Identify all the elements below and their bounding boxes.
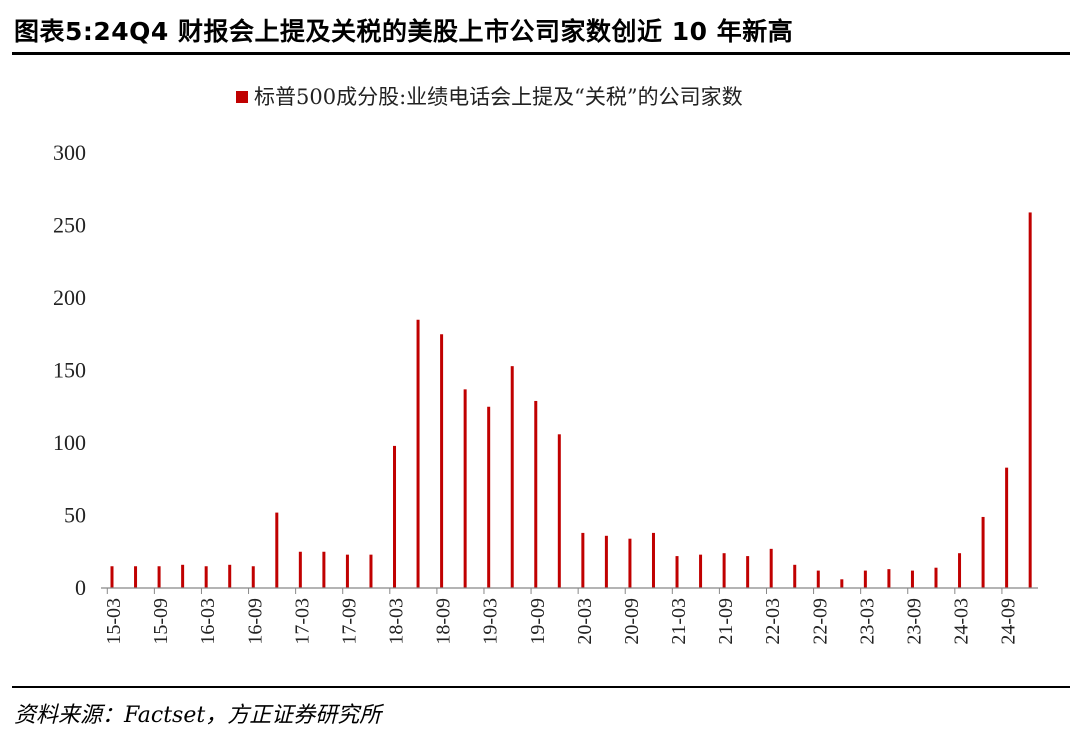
x-tick-label: 19-09 — [527, 598, 549, 645]
bar — [746, 556, 750, 588]
bar — [840, 579, 844, 588]
bar — [440, 334, 444, 588]
y-tick-label: 200 — [53, 285, 86, 310]
y-tick-label: 0 — [75, 575, 86, 600]
x-tick-label: 19-03 — [480, 598, 502, 645]
bar — [487, 406, 491, 588]
bar — [981, 516, 985, 588]
x-tick-label: 23-03 — [856, 598, 878, 645]
bar — [1005, 467, 1009, 588]
bar — [251, 566, 255, 588]
x-tick-label: 21-03 — [668, 598, 690, 645]
bar — [628, 538, 632, 588]
y-tick-label: 100 — [53, 430, 86, 455]
bar — [204, 566, 208, 588]
x-tick-label: 24-09 — [998, 598, 1020, 645]
bar — [581, 532, 585, 588]
x-tick-label: 22-03 — [762, 598, 784, 645]
x-tick-label: 16-03 — [197, 598, 219, 645]
bar — [345, 554, 349, 588]
title-divider — [12, 52, 1070, 55]
bar — [675, 556, 679, 588]
bar — [298, 551, 302, 588]
bar — [557, 434, 561, 588]
source-note: 资料来源：Factset，方正证券研究所 — [14, 703, 382, 728]
y-tick-label: 250 — [53, 213, 86, 238]
x-tick-label: 17-03 — [291, 598, 313, 645]
bar — [1028, 212, 1032, 588]
x-tick-label: 22-09 — [809, 598, 831, 645]
bar — [863, 570, 867, 588]
bar-chart: 标普500成分股:业绩电话会上提及“关税”的公司家数 0 50 100 150 200 2… — [53, 85, 1038, 645]
bar — [534, 400, 538, 588]
bar — [157, 566, 161, 588]
source-divider — [12, 686, 1070, 688]
bar — [416, 319, 420, 588]
x-tick-label: 23-09 — [903, 598, 925, 645]
bar — [393, 445, 397, 588]
bars — [110, 212, 1032, 588]
bar — [887, 569, 891, 588]
bar — [369, 554, 373, 588]
bar — [228, 564, 232, 588]
x-tick-label: 17-09 — [338, 598, 360, 645]
bar — [275, 512, 279, 588]
x-tick-label: 18-09 — [433, 598, 455, 645]
bar — [793, 564, 797, 588]
bar — [463, 389, 467, 588]
bar — [134, 566, 138, 588]
x-tick-label: 24-03 — [951, 598, 973, 645]
bar — [934, 567, 938, 588]
x-tick-label: 18-03 — [386, 598, 408, 645]
y-tick-label: 50 — [64, 503, 86, 528]
x-tick-label: 15-09 — [150, 598, 172, 645]
bar — [816, 570, 820, 588]
bar — [958, 553, 962, 588]
x-tick-label: 15-03 — [103, 598, 125, 645]
figure-title: 图表5:24Q4 财报会上提及关税的美股上市公司家数创近 10 年新高 — [14, 17, 794, 46]
y-tick-label: 150 — [53, 358, 86, 383]
x-axis: 15-03 15-09 16-03 16-09 17-03 17-09 18-03 18-09… — [101, 587, 1038, 645]
y-axis: 0 50 100 150 200 250 300 — [53, 140, 86, 600]
legend-label: 标普500成分股:业绩电话会上提及“关税”的公司家数 — [254, 85, 743, 109]
bar — [699, 554, 703, 588]
bar — [322, 551, 326, 588]
bar — [181, 564, 185, 588]
x-tick-label: 21-09 — [715, 598, 737, 645]
bar — [769, 548, 773, 588]
x-tick-label: 20-03 — [574, 598, 596, 645]
x-tick-label: 20-09 — [621, 598, 643, 645]
x-tick-label: 16-09 — [244, 598, 266, 645]
bar — [110, 566, 114, 588]
bar — [910, 570, 914, 588]
legend-swatch — [236, 91, 248, 103]
bar — [722, 553, 726, 588]
bar — [604, 535, 608, 588]
bar — [651, 532, 655, 588]
bar — [510, 366, 514, 588]
legend: 标普500成分股:业绩电话会上提及“关税”的公司家数 — [236, 85, 743, 109]
y-tick-label: 300 — [53, 140, 86, 165]
